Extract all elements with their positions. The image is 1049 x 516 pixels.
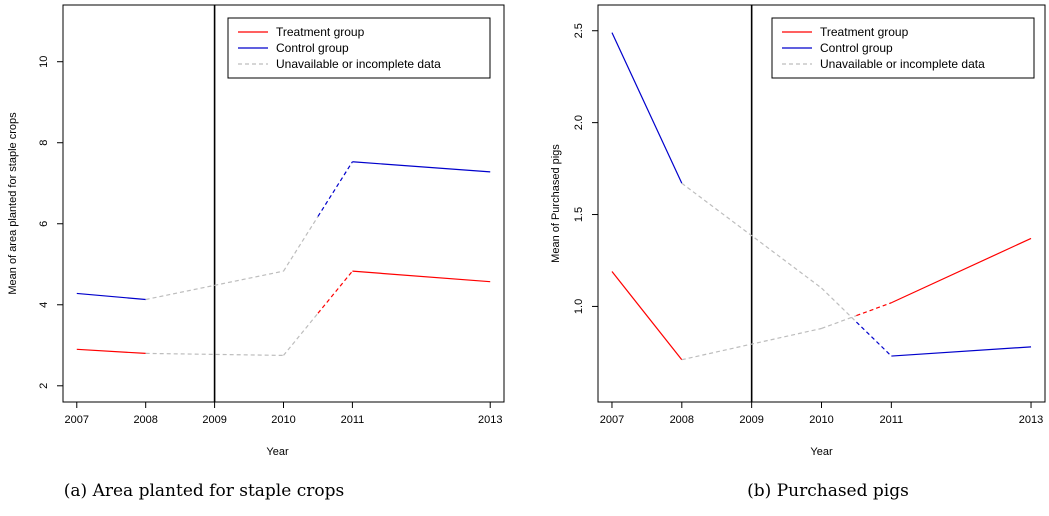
- chart-a-series-treatment-segment: [352, 270, 491, 283]
- chart-b-series-treatment-incomplete-segment: [856, 302, 892, 317]
- chart-a-y-tick-label: 4: [38, 302, 50, 308]
- chart-a-y-axis-label: Mean of area planted for staple crops: [7, 112, 19, 295]
- chart-b-x-tick-label: 2011: [880, 414, 904, 426]
- chart-a-y-tick-label: 2: [38, 383, 50, 389]
- chart-b-x-tick-label: 2010: [809, 414, 833, 426]
- chart-b-caption: (b) Purchased pigs: [747, 481, 909, 501]
- chart-b-x-tick-label: 2009: [739, 414, 763, 426]
- chart-b-legend-entry: Unavailable or incomplete data: [820, 57, 985, 71]
- chart-a-x-tick-label: 2010: [271, 414, 295, 426]
- chart-a-series-treatment-segment: [76, 348, 146, 354]
- chart-a-x-tick-label: 2011: [341, 414, 365, 426]
- chart-b-series-treatment-unavailable-segment: [821, 315, 857, 330]
- chart-a-series-control-segment: [352, 161, 491, 173]
- chart-a-y-tick-label: 10: [38, 56, 50, 68]
- chart-a-legend-entry: Control group: [276, 41, 349, 55]
- chart-b-legend-box: [771, 17, 1035, 79]
- chart-a-caption: (a) Area planted for staple crops: [64, 481, 344, 501]
- chart-b-series-treatment-segment: [611, 271, 683, 361]
- chart-a-series-control-segment: [76, 292, 146, 301]
- chart-b-series-control-incomplete-segment: [856, 321, 892, 357]
- chart-b-legend-entry: Treatment group: [820, 25, 909, 39]
- chart-a-y-tick-label: 8: [38, 140, 50, 146]
- chart-a-series-control-incomplete-segment: [317, 161, 353, 217]
- chart-b-series-treatment-segment: [891, 237, 1032, 304]
- chart-b-x-tick-label: 2008: [670, 414, 694, 426]
- chart-a-x-tick-label: 2007: [65, 414, 89, 426]
- chart-a-x-tick-label: 2013: [478, 414, 502, 426]
- chart-b-x-axis-label: Year: [810, 446, 833, 458]
- chart-a-y-tick-label: 6: [38, 221, 50, 227]
- chart-a-series-control-unavailable-segment: [282, 216, 319, 272]
- chart-b-x-tick-label: 2007: [600, 414, 624, 426]
- chart-b-y-axis-label: Mean of Purchased pigs: [550, 144, 562, 263]
- chart-a-series-control-unavailable-segment: [145, 270, 284, 301]
- chart-a-series-treatment-unavailable-segment: [283, 312, 319, 356]
- chart-b-series-control-unavailable-segment: [681, 182, 822, 289]
- chart-b-series-control-segment: [891, 346, 1032, 357]
- chart-a-legend-box: [227, 17, 491, 79]
- chart-a-series-treatment-incomplete-segment: [317, 270, 353, 314]
- chart-b-series-treatment-unavailable-segment: [681, 327, 822, 361]
- chart-a-legend-entry: Unavailable or incomplete data: [276, 57, 441, 71]
- chart-a-series-treatment-unavailable-segment: [145, 352, 284, 357]
- chart-b-legend-entry: Control group: [820, 41, 893, 55]
- chart-a-x-axis-label: Year: [266, 446, 289, 458]
- chart-a-legend-entry: Treatment group: [276, 25, 365, 39]
- chart-b-x-tick-label: 2013: [1019, 414, 1043, 426]
- chart-b-series-control-segment: [611, 32, 683, 184]
- chart-b-series-control-unavailable-segment: [821, 287, 857, 323]
- chart-b-y-tick-label: 2.5: [573, 23, 585, 38]
- chart-a-x-tick-label: 2009: [202, 414, 226, 426]
- chart-a-x-tick-label: 2008: [133, 414, 157, 426]
- chart-b-y-tick-label: 2.0: [573, 115, 585, 130]
- chart-b-y-tick-label: 1.5: [573, 207, 585, 222]
- chart-b-y-tick-label: 1.0: [573, 299, 585, 314]
